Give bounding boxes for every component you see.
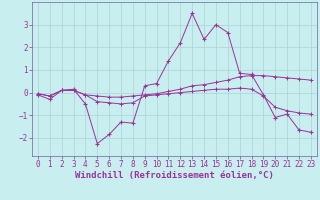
X-axis label: Windchill (Refroidissement éolien,°C): Windchill (Refroidissement éolien,°C) [75,171,274,180]
